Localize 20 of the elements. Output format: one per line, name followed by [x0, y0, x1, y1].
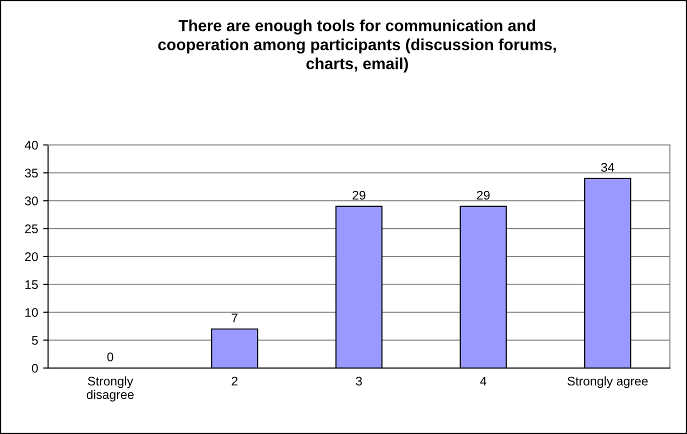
x-tick-label: 2: [232, 376, 238, 386]
x-tick-label: 4: [480, 376, 486, 386]
y-tick-label: 0: [32, 364, 38, 373]
data-label: 0: [107, 352, 114, 362]
y-tick-label: 30: [24, 196, 38, 206]
data-label: 29: [476, 190, 490, 200]
data-label: 29: [352, 190, 366, 200]
data-label: 7: [232, 314, 238, 322]
y-tick-label: 10: [25, 308, 38, 317]
y-tick-label: 25: [25, 224, 38, 234]
x-tick-label: Strongly disagree: [86, 376, 134, 402]
y-tick-label: 20: [25, 252, 38, 262]
x-tick-label: Strongly agree: [568, 376, 648, 388]
y-tick-label: 40: [24, 140, 38, 150]
y-tick-label: 5: [32, 336, 38, 345]
x-tick-label: 3: [356, 376, 362, 386]
data-label: 34: [601, 162, 614, 172]
chart-title: There are enough tools for communication and cooperation among participants (discussion forums, charts, email): [158, 20, 556, 72]
y-tick-label: 35: [24, 168, 38, 178]
y-tick-label: 15: [25, 280, 38, 290]
